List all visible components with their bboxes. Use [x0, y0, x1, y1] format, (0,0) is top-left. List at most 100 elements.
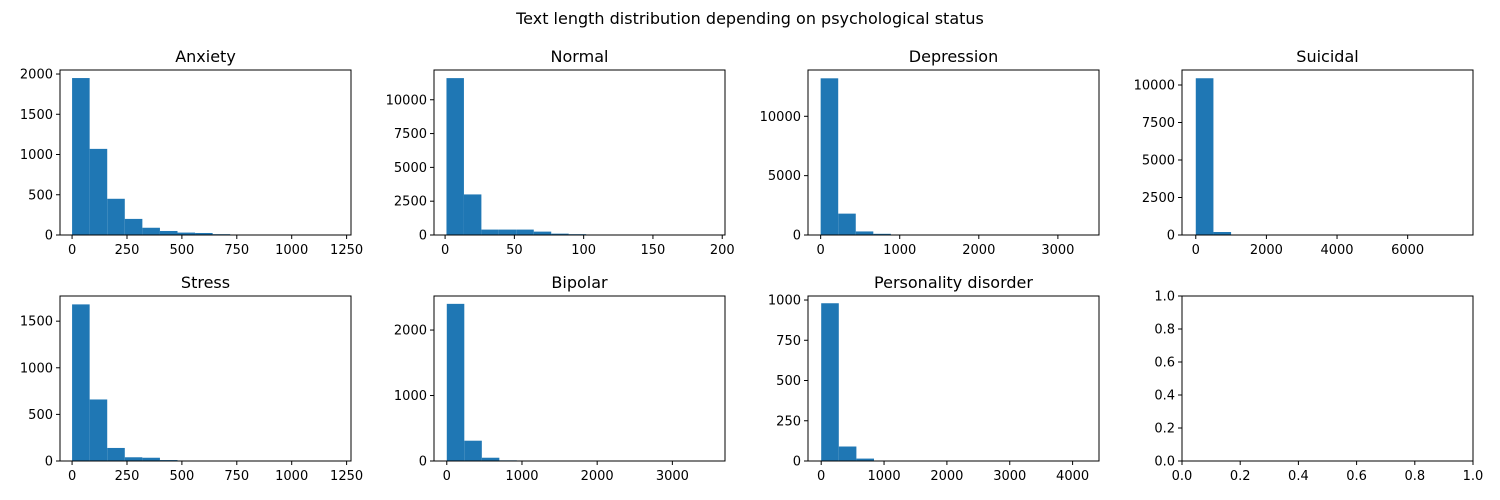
y-tick-label: 0 — [419, 229, 427, 244]
histogram-bar — [856, 458, 874, 461]
histogram-bar — [446, 78, 464, 236]
x-tick-label: 500 — [169, 469, 194, 484]
histogram-bar — [498, 229, 517, 235]
y-tick-label: 7500 — [394, 127, 427, 142]
x-tick-label: 2000 — [581, 469, 614, 484]
histogram-bar — [142, 457, 160, 461]
axes-frame — [433, 69, 726, 236]
y-tick-label: 1500 — [20, 108, 53, 123]
histogram-bar — [159, 230, 178, 235]
y-tick-label: 500 — [28, 408, 53, 423]
histogram-bar — [873, 233, 891, 235]
x-tick-label: 4000 — [1056, 469, 1089, 484]
y-tick-label: 0.2 — [1154, 422, 1175, 437]
y-tick-label: 1500 — [20, 315, 53, 330]
subplot-title: Anxiety — [175, 47, 236, 66]
x-tick-label: 250 — [115, 243, 140, 258]
y-tick-label: 1000 — [394, 389, 427, 404]
histogram-bar — [855, 231, 874, 235]
histogram-bar — [89, 148, 108, 235]
histogram-bar — [481, 229, 499, 235]
histogram-bar — [446, 303, 465, 461]
x-tick-label: 0 — [68, 243, 76, 258]
axes-frame — [59, 295, 352, 462]
x-tick-label: 1000 — [883, 243, 916, 258]
histogram-bar — [821, 303, 839, 461]
histogram-bar — [124, 457, 143, 461]
histogram-bar — [107, 447, 125, 461]
subplot-title: Depression — [909, 47, 998, 66]
y-tick-label: 0 — [419, 455, 427, 470]
subplot-title: Suicidal — [1296, 47, 1358, 66]
y-tick-label: 7500 — [1142, 116, 1175, 131]
y-tick-label: 0 — [793, 229, 801, 244]
histogram-bar — [481, 457, 500, 461]
x-tick-label: 100 — [571, 243, 596, 258]
histogram-bar — [195, 232, 213, 235]
histogram-bar — [142, 227, 160, 235]
x-tick-label: 3000 — [656, 469, 689, 484]
histogram-bar — [516, 229, 534, 235]
subplot-4: Suicidal 0 2000 4000 6000 0 2500 5000 7500 10000 — [1134, 47, 1474, 258]
subplot-title: Bipolar — [551, 273, 608, 292]
x-tick-label: 0.0 — [1172, 469, 1193, 484]
y-tick-label: 10000 — [386, 93, 427, 108]
x-tick-label: 200 — [710, 243, 735, 258]
x-tick-label: 0.4 — [1288, 469, 1309, 484]
histogram-bar — [177, 232, 196, 235]
subplot-title: Normal — [551, 47, 609, 66]
histogram-bar — [464, 440, 482, 461]
y-tick-label: 750 — [776, 334, 801, 349]
subplot-6: Bipolar 0 1000 2000 3000 0 1000 2000 — [394, 273, 726, 484]
subplot-7: Personality disorder 0 1000 2000 3000 4000 0 25… — [768, 273, 1100, 484]
x-tick-label: 1000 — [868, 469, 901, 484]
y-tick-label: 0.8 — [1154, 323, 1175, 338]
y-tick-label: 5000 — [1142, 154, 1175, 169]
subplot-1: Anxiety 0 250 500 750 1000 1250 0 500 1000 1500 200… — [20, 47, 363, 258]
x-tick-label: 500 — [169, 243, 194, 258]
x-tick-label: 0.6 — [1346, 469, 1367, 484]
y-tick-label: 0 — [45, 229, 53, 244]
histogram-bar — [124, 218, 143, 235]
histogram-bar — [107, 198, 125, 235]
axes-frame — [59, 69, 352, 236]
histogram-bar — [533, 231, 552, 235]
figure-title: Text length distribution depending on ps… — [515, 9, 984, 28]
x-tick-label: 1.0 — [1463, 469, 1484, 484]
y-tick-label: 10000 — [760, 110, 801, 125]
y-tick-label: 0 — [45, 455, 53, 470]
x-tick-label: 3000 — [1041, 243, 1074, 258]
histogram-bar — [838, 213, 856, 235]
y-tick-label: 500 — [28, 188, 53, 203]
y-tick-label: 5000 — [394, 161, 427, 176]
histogram-bar — [89, 399, 108, 461]
y-tick-label: 2500 — [1142, 191, 1175, 206]
x-tick-label: 1000 — [275, 243, 308, 258]
x-tick-label: 1000 — [275, 469, 308, 484]
y-tick-label: 0.4 — [1154, 389, 1175, 404]
y-tick-label: 1.0 — [1154, 290, 1175, 305]
y-tick-label: 10000 — [1134, 79, 1175, 94]
y-tick-label: 2500 — [394, 195, 427, 210]
x-tick-label: 750 — [224, 243, 249, 258]
axes-frame — [807, 295, 1100, 462]
x-tick-label: 6000 — [1391, 243, 1424, 258]
subplot-title: Stress — [181, 273, 230, 292]
subplot-5: Stress 0 250 500 750 1000 1250 0 500 1000 1500 — [20, 273, 363, 484]
x-tick-label: 0 — [817, 469, 825, 484]
x-tick-label: 0 — [441, 243, 449, 258]
subplot-8: 0.0 0.2 0.4 0.6 0.8 1.0 0.0 0.2 0.4 0.6 0.8 1.0 — [1154, 290, 1483, 485]
x-tick-label: 1250 — [330, 243, 363, 258]
axes-frame — [433, 295, 726, 462]
histogram-bar — [820, 78, 839, 235]
x-tick-label: 750 — [224, 469, 249, 484]
x-tick-label: 0.8 — [1404, 469, 1425, 484]
x-tick-label: 0 — [1192, 243, 1200, 258]
subplot-2: Normal 0 50 100 150 200 0 2500 5000 7500 10000 — [386, 47, 735, 258]
axes-frame — [1181, 295, 1474, 462]
axes-frame — [807, 69, 1100, 236]
x-tick-label: 50 — [506, 243, 523, 258]
y-tick-label: 2000 — [394, 324, 427, 339]
axes-frame — [1181, 69, 1474, 236]
